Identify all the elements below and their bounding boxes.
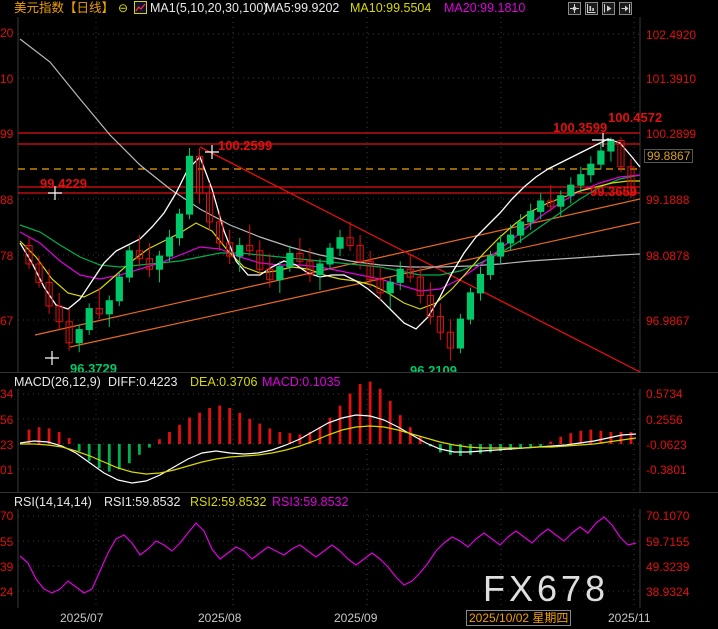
support-label-99-4229: 99.4229: [40, 176, 87, 191]
rsi-axis-tick: 38.9324: [646, 585, 690, 599]
rsi-chart-canvas[interactable]: [0, 493, 718, 608]
price-axis-tick: 98.0878: [646, 249, 690, 263]
price-axis-tick: 100.2899: [646, 127, 697, 141]
rsi1-value: RSI1:59.8532: [104, 495, 181, 509]
ma-params-label: MA1(5,10,20,30,100): [150, 1, 268, 15]
level-label-99-3659: 99.3659: [590, 184, 637, 199]
date-tick: 2025/11: [608, 611, 651, 625]
price-axis-tick: 96.9867: [646, 314, 690, 328]
crosshair-date-label: 2025/10/02 星期四: [466, 610, 572, 626]
line-chart-icon[interactable]: [134, 1, 147, 18]
price-axis-tick-left: 78: [0, 249, 14, 263]
price-axis-tick-left: 99: [0, 127, 14, 141]
rsi-axis-tick-left: 70: [0, 509, 14, 523]
price-axis-tick-left: 67: [0, 314, 14, 328]
macd-value: MACD:0.1035: [262, 375, 341, 389]
macd-title: MACD(26,12,9): [14, 375, 101, 389]
chart-header: 美元指数【日线】 ⊖ MA1(5,10,20,30,100) MA5:99.92…: [0, 0, 718, 17]
rsi-panel[interactable]: RSI(14,14,14) RSI1:59.8532 RSI2:59.8532 …: [0, 493, 718, 608]
rsi2-value: RSI2:59.8532: [190, 495, 267, 509]
jump-end-icon[interactable]: [619, 2, 632, 15]
resistance-label-100-2599: 100.2599: [218, 138, 273, 153]
ma20-value: MA20:99.1810: [444, 1, 526, 15]
rsi-axis-tick: 49.3239: [646, 560, 690, 574]
ma5-value: MA5:99.9202: [265, 1, 340, 15]
macd-axis-tick: -0.0623: [646, 438, 687, 452]
date-tick: 2025/08: [198, 611, 242, 625]
price-axis-tick-left: 20: [0, 26, 14, 40]
rsi-title: RSI(14,14,14): [14, 495, 92, 509]
high-label-100-4572: 100.4572: [608, 110, 663, 125]
price-axis-tick: 102.4920: [646, 28, 697, 42]
price-axis-tick: 99.1888: [646, 193, 690, 207]
panel-divider: [0, 492, 718, 493]
circle-minus-icon[interactable]: ⊖: [118, 1, 129, 15]
date-axis[interactable]: 2025/07 2025/08 2025/09 2025/10/02 星期四 2…: [0, 608, 718, 629]
fx678-watermark: FX678: [483, 568, 610, 609]
macd-axis-tick: -0.3801: [646, 463, 687, 477]
macd-axis-tick-left: 34: [0, 387, 14, 401]
price-axis-tick-left: 10: [0, 72, 14, 86]
macd-diff-value: DIFF:0.4223: [108, 375, 178, 389]
panel-divider: [0, 372, 718, 373]
price-axis-tick-left: 88: [0, 193, 14, 207]
resistance-label-100-3599: 100.3599: [553, 120, 608, 135]
macd-axis-tick-left: 01: [0, 463, 14, 477]
rsi-axis-tick: 70.1070: [646, 509, 690, 523]
macd-panel[interactable]: MACD(26,12,9) DIFF:0.4223 DEA:0.3706 MAC…: [0, 373, 718, 492]
price-axis-tick: 101.3910: [646, 72, 697, 86]
date-tick: 2025/09: [334, 611, 378, 625]
shift-right-icon[interactable]: [602, 2, 615, 15]
macd-chart-canvas[interactable]: [0, 373, 718, 492]
macd-axis-tick: 0.5734: [646, 387, 683, 401]
rsi-axis-tick-left: 24: [0, 585, 14, 599]
rsi-axis-tick: 59.7155: [646, 535, 690, 549]
rsi3-value: RSI3:59.8532: [272, 495, 349, 509]
date-tick: 2025/07: [60, 611, 104, 625]
rsi-axis-tick-left: 39: [0, 560, 14, 574]
price-panel[interactable]: 100.2599 100.3599 100.4572 99.4229 99.36…: [0, 17, 718, 378]
price-chart-canvas[interactable]: [0, 17, 718, 372]
rsi-axis-tick-left: 55: [0, 535, 14, 549]
macd-axis-tick: 0.2556: [646, 413, 683, 427]
macd-axis-tick-left: 56: [0, 413, 14, 427]
macd-axis-tick-left: 23: [0, 438, 14, 452]
macd-dea-value: DEA:0.3706: [190, 375, 258, 389]
instrument-title: 美元指数【日线】: [14, 1, 115, 15]
ma10-value: MA10:99.5504: [350, 1, 432, 15]
crosshair-icon[interactable]: [568, 2, 581, 15]
compare-chart-icon[interactable]: [585, 2, 598, 15]
price-axis-current-value: 99.8867: [644, 149, 694, 163]
